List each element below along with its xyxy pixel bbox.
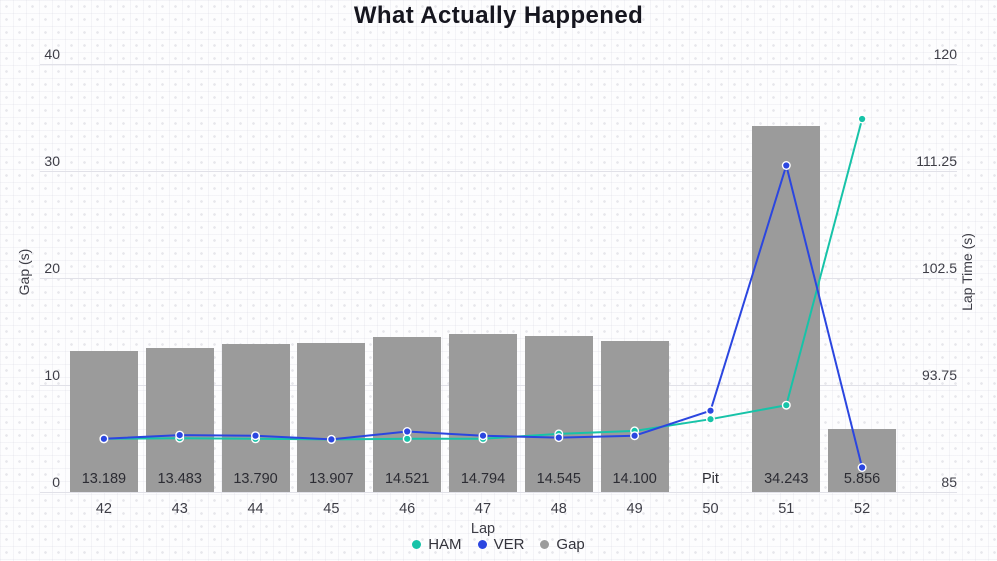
- bar-value-label: 14.545: [536, 471, 581, 487]
- gap-bar[interactable]: [145, 347, 214, 492]
- legend-item-gap[interactable]: Gap: [540, 536, 585, 553]
- gap-bar[interactable]: [449, 333, 517, 492]
- legend-item-ver[interactable]: VER: [477, 536, 525, 553]
- gridline: [40, 171, 957, 172]
- ver-point[interactable]: [781, 160, 791, 170]
- ver-line: [103, 161, 864, 468]
- legend-dot-ham-icon: [412, 540, 422, 549]
- right-axis-title: Lap Time (s): [959, 233, 975, 311]
- x-axis-tick-label: 46: [399, 501, 416, 517]
- ver-point[interactable]: [630, 431, 640, 441]
- gap-bar[interactable]: [828, 429, 897, 492]
- ver-point[interactable]: [402, 427, 412, 437]
- bar-value-label: 14.100: [612, 471, 657, 487]
- gap-bar[interactable]: [221, 344, 290, 492]
- ham-point[interactable]: [857, 114, 867, 124]
- bar-value-label: Pit: [701, 471, 719, 487]
- x-axis-tick-label: 45: [323, 501, 340, 517]
- ver-point[interactable]: [857, 463, 867, 473]
- x-axis-tick-label: 49: [626, 501, 643, 517]
- chart-title: What Actually Happened: [353, 2, 644, 29]
- legend-item-ham[interactable]: HAM: [412, 536, 462, 553]
- legend-label: VER: [493, 536, 525, 553]
- left-axis-tick-label: 10: [44, 367, 60, 383]
- gap-bar[interactable]: [69, 350, 138, 492]
- bar-value-label: 14.521: [384, 471, 430, 487]
- plot-area: 13.189 13.483 13.790 13.907 14.521 14.794 14.5…: [66, 64, 900, 492]
- gridline: [40, 492, 957, 493]
- gap-bar[interactable]: [752, 125, 821, 492]
- left-axis-tick-label: 20: [44, 260, 60, 276]
- ver-point[interactable]: [478, 431, 488, 441]
- bar-value-label: 14.794: [460, 471, 506, 487]
- x-axis-tick-label: 44: [247, 501, 264, 517]
- gridline: [40, 278, 957, 279]
- x-axis-tick-label: 42: [95, 501, 112, 517]
- left-axis-tick-label: 40: [44, 46, 60, 62]
- lines-layer: [99, 114, 867, 473]
- ver-point[interactable]: [175, 430, 185, 440]
- gap-bar[interactable]: [600, 341, 669, 492]
- right-axis-tick-label: 111.25: [916, 153, 957, 169]
- x-axis-tick-label: 47: [474, 501, 492, 517]
- gap-bar[interactable]: [373, 336, 442, 492]
- left-axis-tick-label: 0: [52, 474, 60, 490]
- ver-point[interactable]: [554, 433, 564, 443]
- bar-value-label: 13.189: [81, 471, 127, 487]
- right-axis-tick-label: 85: [941, 474, 957, 490]
- x-axis-title: Lap: [470, 521, 496, 537]
- bar-value-label: 13.483: [157, 471, 202, 487]
- gap-bar[interactable]: [524, 336, 593, 492]
- right-axis-tick-label: 93.75: [921, 367, 957, 383]
- legend-label: Gap: [556, 536, 585, 553]
- legend-dot-gap-icon: [540, 540, 550, 549]
- legend: HAM VER Gap: [0, 536, 997, 553]
- ham-line: [103, 118, 864, 441]
- ver-point[interactable]: [99, 434, 109, 444]
- ver-point[interactable]: [326, 434, 336, 444]
- bar-value-label: 13.790: [233, 471, 278, 487]
- legend-dot-ver-icon: [477, 540, 487, 549]
- ham-point[interactable]: [402, 434, 412, 444]
- gridline: [40, 64, 957, 65]
- x-axis-tick-label: 51: [778, 501, 795, 517]
- ver-point[interactable]: [706, 406, 716, 416]
- gap-bar[interactable]: [297, 343, 366, 492]
- ham-point[interactable]: [781, 400, 791, 410]
- x-axis-tick-label: 48: [550, 501, 567, 517]
- left-axis-tick-label: 30: [44, 153, 60, 169]
- x-axis-tick-label: 52: [854, 501, 871, 517]
- x-axis-tick-label: 43: [171, 501, 188, 517]
- legend-label: HAM: [428, 536, 462, 553]
- ver-point[interactable]: [250, 431, 260, 441]
- bar-value-label: 34.243: [764, 471, 809, 487]
- x-axis-tick-label: 50: [702, 501, 719, 517]
- bar-value-label: 13.907: [309, 471, 354, 487]
- right-axis-tick-label: 120: [933, 46, 957, 62]
- bar-value-label: 5.856: [843, 471, 881, 487]
- ham-point[interactable]: [706, 414, 716, 424]
- right-axis-tick-label: 102.5: [921, 260, 957, 276]
